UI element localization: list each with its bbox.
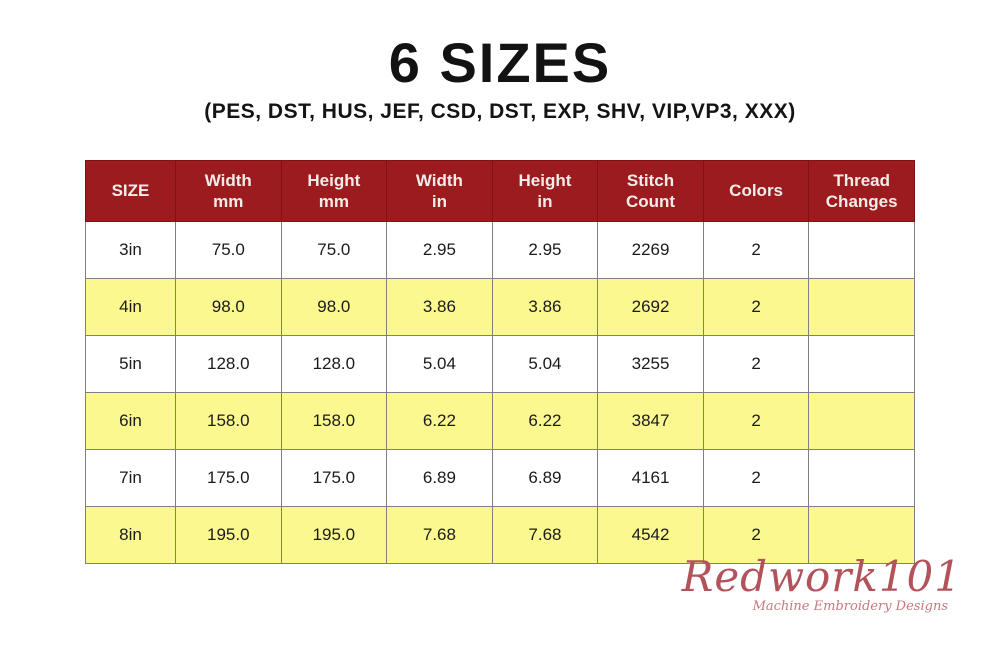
column-header-stitch-count: Stitch Count: [597, 160, 704, 222]
table-cell-width-in: 6.89: [386, 449, 493, 507]
table-cell-stitch-count: 4161: [597, 449, 704, 507]
table-cell-thread-changes: [808, 335, 915, 393]
table-row: 6in 158.0 158.0 6.22 6.22 3847 2: [85, 392, 915, 450]
page-subtitle: (PES, DST, HUS, JEF, CSD, DST, EXP, SHV,…: [204, 100, 796, 123]
table-row: 4in 98.0 98.0 3.86 3.86 2692 2: [85, 278, 915, 336]
table-cell-size: 3in: [85, 221, 176, 279]
table-header-row: SIZE Width mm Height mm Width in Height in Stitch…: [85, 160, 915, 222]
table-cell-thread-changes: [808, 221, 915, 279]
table-row: 3in 75.0 75.0 2.95 2.95 2269 2: [85, 221, 915, 279]
table-cell-height-mm: 98.0: [280, 278, 388, 336]
table-cell-size: 7in: [85, 449, 176, 507]
table-cell-height-mm: 175.0: [280, 449, 388, 507]
table-body: 3in 75.0 75.0 2.95 2.95 2269 2 4in 98.0 98.0 3.86 3…: [85, 221, 915, 564]
table-cell-colors: 2: [702, 278, 810, 336]
table-cell-colors: 2: [702, 506, 810, 564]
table-cell-stitch-count: 2269: [597, 221, 704, 279]
table-cell-stitch-count: 3847: [597, 392, 704, 450]
table-cell-stitch-count: 3255: [597, 335, 704, 393]
table-cell-width-in: 6.22: [386, 392, 493, 450]
table-cell-height-in: 5.04: [491, 335, 599, 393]
table-cell-width-mm: 175.0: [175, 449, 282, 507]
table-cell-width-mm: 128.0: [175, 335, 282, 393]
logo-tagline: Machine Embroidery Designs: [752, 599, 948, 614]
column-header-height-in: Height in: [491, 160, 599, 222]
table-cell-size: 8in: [85, 506, 176, 564]
table-cell-thread-changes: [808, 506, 915, 564]
table-cell-colors: 2: [702, 221, 810, 279]
column-header-width-in: Width in: [386, 160, 493, 222]
table-cell-height-in: 3.86: [491, 278, 599, 336]
table-cell-width-mm: 75.0: [175, 221, 282, 279]
column-header-size: SIZE: [85, 160, 176, 222]
page-title: 6 SIZES: [388, 31, 612, 94]
table-cell-height-in: 6.22: [491, 392, 599, 450]
table-cell-size: 5in: [85, 335, 176, 393]
table-cell-width-mm: 195.0: [175, 506, 282, 564]
table-row: 8in 195.0 195.0 7.68 7.68 4542 2: [85, 506, 915, 564]
logo-name: Redwork101: [681, 552, 962, 601]
table-cell-thread-changes: [808, 449, 915, 507]
table-cell-height-mm: 195.0: [280, 506, 388, 564]
logo: Redwork101 Machine Embroidery Designs: [681, 552, 962, 615]
table-cell-width-in: 3.86: [386, 278, 493, 336]
table-cell-colors: 2: [702, 449, 810, 507]
column-header-width-mm: Width mm: [175, 160, 282, 222]
table-cell-width-in: 5.04: [386, 335, 493, 393]
size-chart-table: SIZE Width mm Height mm Width in Height in Stitch…: [85, 160, 915, 564]
table-cell-height-in: 7.68: [491, 506, 599, 564]
column-header-colors: Colors: [702, 160, 810, 222]
table-cell-height-mm: 128.0: [280, 335, 388, 393]
table-cell-size: 4in: [85, 278, 176, 336]
table-cell-width-mm: 98.0: [175, 278, 282, 336]
column-header-thread-changes: Thread Changes: [808, 160, 915, 222]
table-cell-width-mm: 158.0: [175, 392, 282, 450]
table-cell-thread-changes: [808, 278, 915, 336]
table-row: 7in 175.0 175.0 6.89 6.89 4161 2: [85, 449, 915, 507]
table-cell-height-in: 2.95: [491, 221, 599, 279]
table-row: 5in 128.0 128.0 5.04 5.04 3255 2: [85, 335, 915, 393]
table-cell-size: 6in: [85, 392, 176, 450]
table-cell-colors: 2: [702, 335, 810, 393]
table-cell-stitch-count: 2692: [597, 278, 704, 336]
table-cell-height-in: 6.89: [491, 449, 599, 507]
column-header-height-mm: Height mm: [280, 160, 388, 222]
table-cell-stitch-count: 4542: [597, 506, 704, 564]
table-cell-height-mm: 158.0: [280, 392, 388, 450]
table-cell-width-in: 7.68: [386, 506, 493, 564]
table-cell-colors: 2: [702, 392, 810, 450]
table-cell-width-in: 2.95: [386, 221, 493, 279]
table-cell-thread-changes: [808, 392, 915, 450]
table-cell-height-mm: 75.0: [280, 221, 388, 279]
